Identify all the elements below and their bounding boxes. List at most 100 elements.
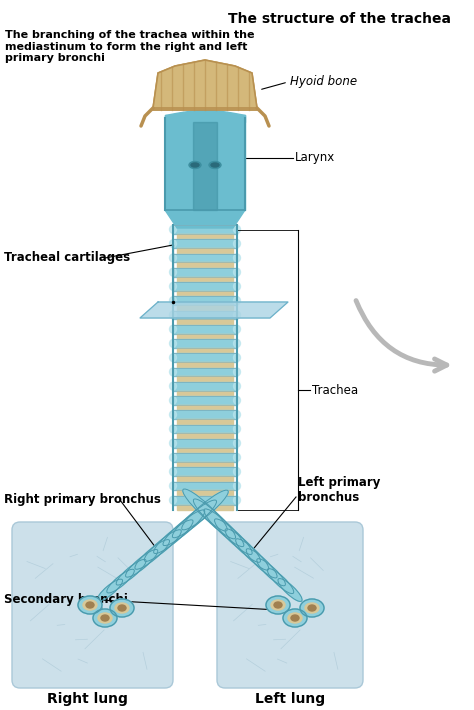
Ellipse shape xyxy=(107,569,134,593)
Ellipse shape xyxy=(78,596,102,614)
Ellipse shape xyxy=(170,439,176,447)
Ellipse shape xyxy=(170,368,176,376)
Ellipse shape xyxy=(98,579,123,601)
Ellipse shape xyxy=(154,529,182,553)
Polygon shape xyxy=(173,225,237,234)
Ellipse shape xyxy=(234,354,240,361)
Ellipse shape xyxy=(234,496,240,504)
Polygon shape xyxy=(173,296,237,305)
Ellipse shape xyxy=(170,283,176,290)
Ellipse shape xyxy=(266,596,290,614)
Polygon shape xyxy=(173,268,237,277)
Polygon shape xyxy=(153,60,257,108)
Ellipse shape xyxy=(135,540,170,569)
Ellipse shape xyxy=(308,605,316,611)
Ellipse shape xyxy=(106,577,125,594)
Polygon shape xyxy=(177,476,233,481)
Ellipse shape xyxy=(291,615,299,621)
Text: Left primary
bronchus: Left primary bronchus xyxy=(298,476,380,504)
Ellipse shape xyxy=(98,613,112,623)
Ellipse shape xyxy=(173,510,205,537)
Ellipse shape xyxy=(189,161,201,168)
Ellipse shape xyxy=(170,482,176,490)
Polygon shape xyxy=(140,302,288,318)
Ellipse shape xyxy=(267,569,294,594)
Ellipse shape xyxy=(234,368,240,376)
Ellipse shape xyxy=(86,602,94,608)
Polygon shape xyxy=(165,115,245,210)
Ellipse shape xyxy=(170,268,176,276)
Text: Secondary bronchi: Secondary bronchi xyxy=(4,594,128,606)
Text: Left lung: Left lung xyxy=(255,692,325,706)
Ellipse shape xyxy=(211,163,219,167)
Ellipse shape xyxy=(101,615,109,621)
Ellipse shape xyxy=(278,579,302,601)
Ellipse shape xyxy=(234,439,240,447)
FancyBboxPatch shape xyxy=(217,522,363,688)
Polygon shape xyxy=(177,376,233,382)
Ellipse shape xyxy=(170,339,176,347)
Ellipse shape xyxy=(234,226,240,234)
Polygon shape xyxy=(165,210,245,228)
Ellipse shape xyxy=(274,602,282,608)
Ellipse shape xyxy=(144,530,181,562)
Ellipse shape xyxy=(191,163,199,167)
Polygon shape xyxy=(173,410,237,419)
Polygon shape xyxy=(177,491,233,496)
Ellipse shape xyxy=(271,600,285,610)
Polygon shape xyxy=(177,320,233,324)
Polygon shape xyxy=(177,405,233,410)
Ellipse shape xyxy=(125,558,148,577)
Polygon shape xyxy=(177,447,233,453)
Ellipse shape xyxy=(173,500,217,537)
Polygon shape xyxy=(225,120,245,160)
Polygon shape xyxy=(173,481,237,491)
Polygon shape xyxy=(173,382,237,390)
Polygon shape xyxy=(177,362,233,368)
Text: Right primary bronchus: Right primary bronchus xyxy=(4,493,161,506)
Ellipse shape xyxy=(183,500,217,529)
Ellipse shape xyxy=(225,529,261,562)
Polygon shape xyxy=(173,396,237,405)
Ellipse shape xyxy=(234,396,240,405)
Ellipse shape xyxy=(93,609,117,627)
Ellipse shape xyxy=(288,613,302,623)
Ellipse shape xyxy=(183,489,227,531)
Ellipse shape xyxy=(266,567,286,586)
Polygon shape xyxy=(173,339,237,348)
Ellipse shape xyxy=(170,311,176,319)
Ellipse shape xyxy=(209,161,221,168)
Ellipse shape xyxy=(255,557,277,578)
Ellipse shape xyxy=(115,603,129,613)
Ellipse shape xyxy=(154,520,193,554)
Polygon shape xyxy=(173,439,237,447)
Ellipse shape xyxy=(170,468,176,476)
Ellipse shape xyxy=(234,297,240,305)
Polygon shape xyxy=(173,324,237,334)
Polygon shape xyxy=(177,262,233,268)
Polygon shape xyxy=(177,291,233,296)
Ellipse shape xyxy=(116,559,146,585)
Polygon shape xyxy=(173,354,237,362)
Ellipse shape xyxy=(245,547,269,570)
Ellipse shape xyxy=(163,510,205,545)
Polygon shape xyxy=(177,433,233,439)
Ellipse shape xyxy=(170,382,176,390)
Polygon shape xyxy=(177,348,233,354)
Ellipse shape xyxy=(234,254,240,262)
Polygon shape xyxy=(177,248,233,253)
Polygon shape xyxy=(177,391,233,396)
Polygon shape xyxy=(173,253,237,262)
Ellipse shape xyxy=(234,410,240,419)
Ellipse shape xyxy=(234,482,240,490)
Ellipse shape xyxy=(215,519,252,555)
Text: Larynx: Larynx xyxy=(295,151,335,165)
Ellipse shape xyxy=(234,339,240,347)
Polygon shape xyxy=(173,239,237,248)
Ellipse shape xyxy=(234,283,240,290)
Polygon shape xyxy=(193,122,217,210)
Polygon shape xyxy=(173,310,237,320)
Ellipse shape xyxy=(170,354,176,361)
Polygon shape xyxy=(177,305,233,310)
Ellipse shape xyxy=(234,311,240,319)
